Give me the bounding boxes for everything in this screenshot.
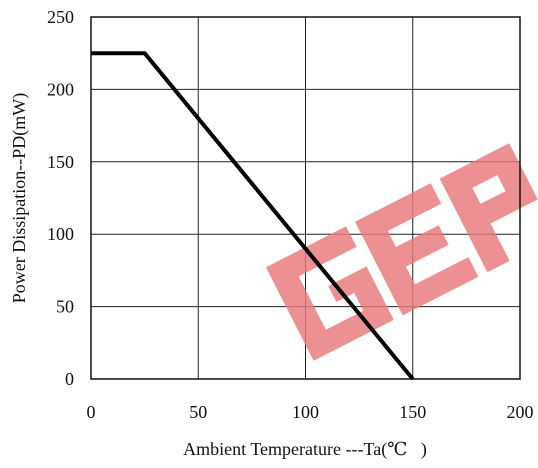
x-tick-label: 0 — [87, 402, 96, 422]
y-tick-label: 150 — [47, 152, 74, 172]
x-axis-title: Ambient Temperature ---Ta(℃ ) — [183, 439, 427, 460]
y-tick-label: 0 — [65, 369, 74, 389]
y-tick-label: 50 — [56, 297, 74, 317]
watermark-letter-g — [265, 226, 394, 361]
plot-frame — [90, 16, 521, 380]
watermark-logo — [265, 143, 538, 361]
watermark-shape — [265, 143, 538, 361]
series-line — [91, 51, 415, 381]
grid — [91, 17, 520, 379]
x-tick-label: 100 — [292, 402, 319, 422]
tick-labels: 0 50 100 150 200 0 50 100 150 200 250 — [47, 7, 534, 422]
x-tick-label: 50 — [189, 402, 207, 422]
y-tick-label: 250 — [47, 7, 74, 27]
y-tick-label: 100 — [47, 224, 74, 244]
watermark-letter-e — [355, 183, 479, 316]
y-axis-title: Power Dissipation--PD(mW) — [9, 93, 30, 303]
series-layer — [91, 51, 415, 381]
x-tick-label: 150 — [399, 402, 426, 422]
y-tick-label: 200 — [47, 79, 74, 99]
plot-border — [90, 16, 521, 380]
x-tick-label: 200 — [507, 402, 534, 422]
watermark-letter-p — [439, 143, 538, 273]
